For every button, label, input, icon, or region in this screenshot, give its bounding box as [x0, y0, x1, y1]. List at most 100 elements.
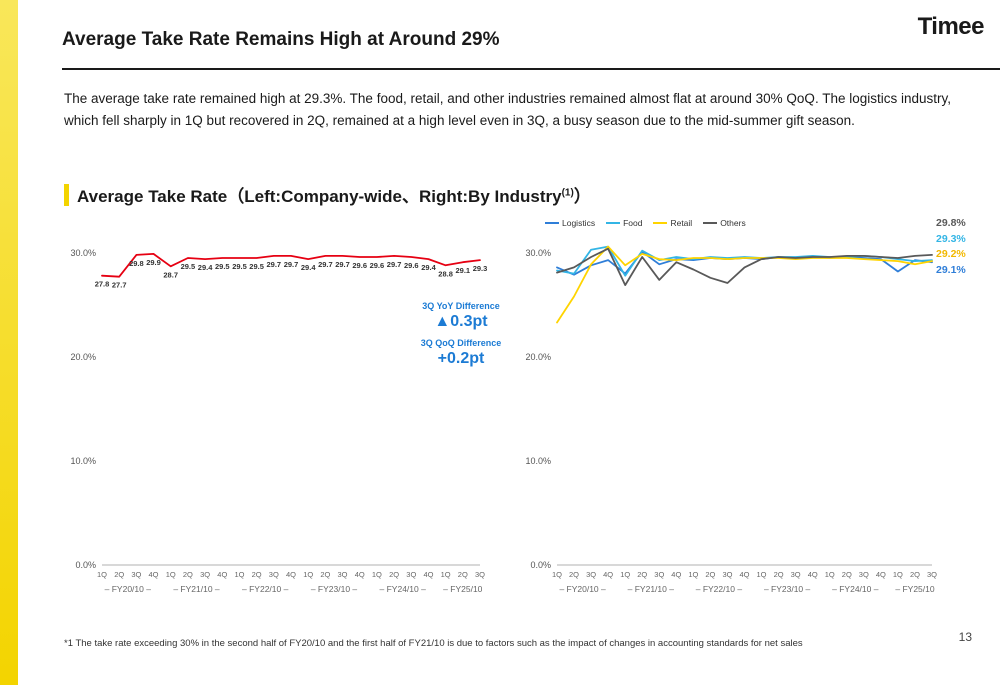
chart-legend: Logistics Food Retail Others [545, 218, 746, 228]
x-axis-quarter-label: 2Q [637, 570, 647, 579]
section-title-footnote-ref: (1) [561, 187, 574, 199]
x-axis-fiscal-year-label: – FY20/10 – [105, 584, 152, 594]
page-number: 13 [958, 630, 972, 644]
legend-item: Retail [653, 218, 692, 228]
section-accent-bar [64, 183, 69, 206]
yoy-difference-label: 3Q YoY Difference [422, 301, 500, 311]
legend-swatch [703, 221, 718, 225]
x-axis-quarter-label: 2Q [774, 570, 784, 579]
section-header: Average Take Rate（Left:Company-wide、Righ… [64, 182, 591, 207]
series-end-label: 29.2% [936, 248, 966, 260]
chart-canvas: 30.0%20.0%10.0%0.0%1Q 2Q 3Q 4Q 1Q 2Q 3Q 4Q 1Q 2Q 3… [525, 245, 937, 594]
data-point-label: 28.7 [163, 270, 178, 279]
legend-label: Logistics [562, 218, 596, 228]
x-axis-quarter-label: 4Q [355, 570, 365, 579]
x-axis-quarter-label: 4Q [808, 570, 818, 579]
data-point-label: 28.8 [438, 269, 453, 278]
chart-canvas: 30.0% 20.0% 10.0% 0.0% 1Q 2Q 3Q 4Q 1Q 2Q 3Q 4Q 1Q 2Q 3… [70, 248, 487, 594]
y-axis-tick-label: 30.0% [525, 248, 551, 258]
x-axis-quarter-label: 4Q [739, 570, 749, 579]
timee-logo: Timee [917, 13, 985, 40]
x-axis-quarter-label: 2Q [183, 570, 193, 579]
x-axis-quarter-label: 1Q [234, 570, 244, 579]
x-axis-quarter-label: 2Q [320, 570, 330, 579]
x-axis-quarter-label: 4Q [603, 570, 613, 579]
data-point-label: 29.4 [198, 263, 213, 272]
data-point-label: 29.7 [318, 260, 333, 269]
x-axis-quarter-label: 2Q [114, 570, 124, 579]
series-line-retail [556, 245, 933, 324]
x-axis-fiscal-year-label: – FY22/10 – [242, 584, 289, 594]
y-axis-tick-label: 30.0% [70, 248, 96, 258]
series-end-labels: 29.8% 29.3% 29.2% 29.1% [936, 216, 966, 278]
x-axis-fiscal-year-label: – FY21/10 – [173, 584, 220, 594]
legend-swatch [545, 221, 559, 225]
footnote: *1 The take rate exceeding 30% in the se… [64, 638, 803, 649]
data-point-label: 27.8 [95, 280, 110, 289]
data-point-label: 29.7 [335, 260, 350, 269]
legend-label: Retail [670, 218, 693, 228]
legend-item: Food [606, 218, 642, 228]
x-axis-quarter-label: 1Q [688, 570, 698, 579]
data-point-label: 29.5 [181, 262, 196, 271]
legend-swatch [653, 221, 668, 225]
x-axis-fiscal-year-label: – FY23/10 – [764, 584, 811, 594]
x-axis-quarter-label: 3Q [406, 570, 416, 579]
x-axis-quarter-label: 4Q [148, 570, 158, 579]
data-point-label: 29.5 [215, 262, 230, 271]
x-axis-fiscal-year-label: – FY24/10 – [832, 584, 879, 594]
y-axis-tick-label: 10.0% [525, 456, 551, 466]
x-axis-quarter-label: 3Q [791, 570, 801, 579]
x-axis-quarter-label: 3Q [859, 570, 869, 579]
y-axis-tick-label: 20.0% [70, 352, 96, 362]
x-axis-quarter-label: 3Q [269, 570, 279, 579]
yoy-difference-value: ▲0.3pt [434, 313, 488, 330]
data-point-label: 29.5 [232, 262, 247, 271]
section-title-main: Average Take Rate（Left:Company-wide、Righ… [77, 187, 562, 206]
data-point-label: 29.5 [249, 262, 264, 271]
section-title: Average Take Rate（Left:Company-wide、Righ… [77, 182, 591, 207]
data-point-label: 29.6 [370, 261, 385, 270]
x-axis-fiscal-year-label: – FY25/10 [895, 584, 934, 594]
legend-label: Others [720, 218, 746, 228]
x-axis-quarter-label: 1Q [303, 570, 313, 579]
series-line-company-wide-take-rate [101, 253, 481, 278]
x-axis-quarter-label: 3Q [586, 570, 596, 579]
left-accent-strip [0, 0, 18, 685]
x-axis-quarter-label: 1Q [893, 570, 903, 579]
legend-item: Logistics [545, 218, 595, 228]
x-axis-quarter-label: 3Q [722, 570, 732, 579]
series-end-label: 29.1% [936, 263, 966, 276]
x-axis-quarter-label: 3Q [927, 570, 937, 579]
legend-label: Food [623, 218, 643, 228]
data-point-label: 29.8 [129, 259, 144, 268]
legend-swatch [606, 221, 621, 225]
x-axis-quarter-label: 1Q [166, 570, 176, 579]
y-axis-tick-label: 10.0% [70, 456, 96, 466]
x-axis-quarter-label: 3Q [200, 570, 210, 579]
x-axis-quarter-label: 3Q [475, 570, 485, 579]
x-axis-quarter-label: 1Q [441, 570, 451, 579]
x-axis-quarter-label: 2Q [910, 570, 920, 579]
y-axis-tick-label: 0.0% [75, 560, 96, 570]
x-axis-quarter-label: 2Q [458, 570, 468, 579]
x-axis-quarter-label: 4Q [217, 570, 227, 579]
company-wide-chart: 30.0% 20.0% 10.0% 0.0% 1Q 2Q 3Q 4Q 1Q 2Q 3Q 4Q 1Q 2Q 3… [60, 210, 510, 610]
data-point-label: 29.4 [301, 263, 316, 272]
x-axis-quarter-label: 1Q [620, 570, 630, 579]
data-point-label: 29.7 [387, 260, 402, 269]
x-axis-quarter-label: 2Q [705, 570, 715, 579]
data-point-label: 29.9 [146, 258, 161, 267]
series-end-label: 29.8% [936, 217, 966, 229]
series-line-others [556, 247, 933, 286]
by-industry-chart: 30.0% 20.0% 10.0% 0.0% 1Q 2Q 3Q 4Q 1Q 2Q 3Q 4Q 1Q 2Q 3… [515, 210, 990, 610]
data-point-label: 27.7 [112, 281, 127, 290]
data-point-label: 29.6 [352, 261, 367, 270]
x-axis-quarter-label: 1Q [756, 570, 766, 579]
x-axis-quarter-label: 3Q [337, 570, 347, 579]
x-axis-quarter-label: 1Q [372, 570, 382, 579]
x-axis-fiscal-year-label: – FY22/10 – [696, 584, 743, 594]
series-end-label: 29.3% [936, 232, 966, 245]
x-axis-fiscal-year-label: – FY21/10 – [628, 584, 675, 594]
